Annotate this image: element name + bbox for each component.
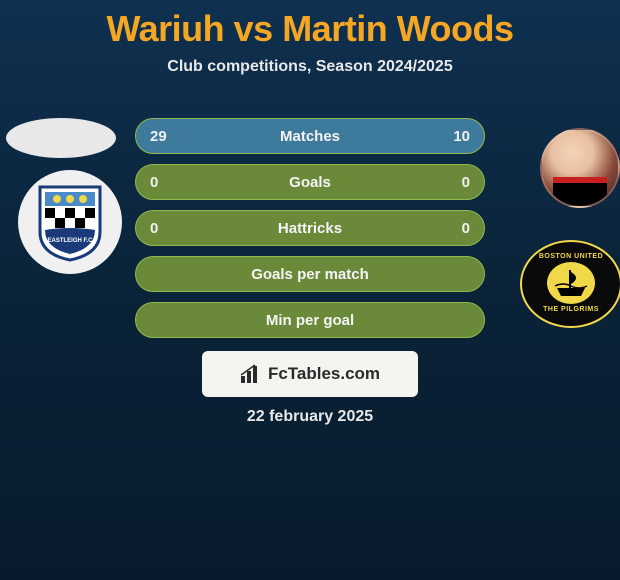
- eastleigh-shield-icon: EASTLEIGH F.C: [35, 182, 105, 262]
- bar-chart-icon: [240, 364, 262, 384]
- fctables-watermark: FcTables.com: [202, 351, 418, 397]
- svg-text:EASTLEIGH F.C: EASTLEIGH F.C: [47, 238, 93, 244]
- stat-value-right: 0: [462, 174, 470, 191]
- brand-text: FcTables.com: [268, 364, 380, 384]
- stat-value-right: 10: [453, 128, 470, 145]
- player-photo-left: [6, 118, 116, 158]
- stat-label: Goals: [136, 174, 484, 191]
- stats-column: 29 Matches 10 0 Goals 0 0 Hattricks 0 Go…: [135, 118, 485, 348]
- comparison-title: Wariuh vs Martin Woods: [0, 0, 620, 50]
- stat-row-hattricks: 0 Hattricks 0: [135, 210, 485, 246]
- stat-row-goals-per-match: Goals per match: [135, 256, 485, 292]
- comparison-date: 22 february 2025: [0, 408, 620, 426]
- stat-label: Min per goal: [136, 312, 484, 329]
- crest-right-top-text: BOSTON UNITED: [539, 253, 603, 260]
- club-crest-left: EASTLEIGH F.C: [18, 170, 122, 274]
- stat-value-right: 0: [462, 220, 470, 237]
- stat-row-goals: 0 Goals 0: [135, 164, 485, 200]
- stat-label: Goals per match: [136, 266, 484, 283]
- stat-label: Hattricks: [136, 220, 484, 237]
- stat-row-min-per-goal: Min per goal: [135, 302, 485, 338]
- stat-label: Matches: [136, 128, 484, 145]
- ship-icon: [547, 262, 595, 304]
- crest-right-bottom-text: THE PILGRIMS: [543, 306, 599, 313]
- player-photo-right: [540, 128, 620, 208]
- comparison-subtitle: Club competitions, Season 2024/2025: [0, 58, 620, 76]
- stat-row-matches: 29 Matches 10: [135, 118, 485, 154]
- club-crest-right: BOSTON UNITED THE PILGRIMS: [520, 240, 620, 328]
